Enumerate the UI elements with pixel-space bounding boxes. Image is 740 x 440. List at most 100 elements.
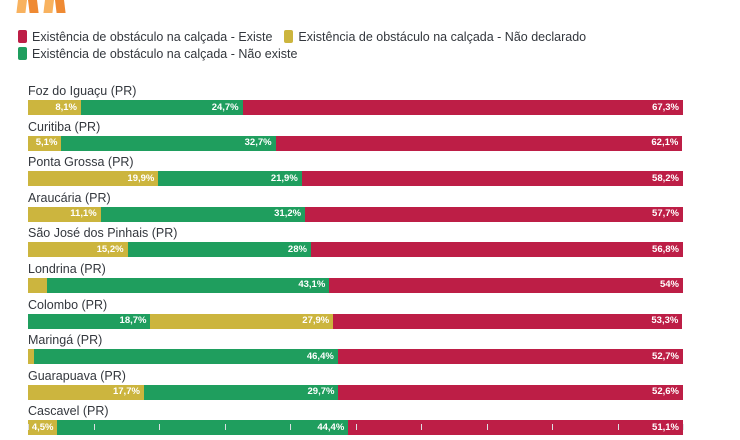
- gridline: [290, 424, 291, 430]
- category-label: Foz do Iguaçu (PR): [28, 84, 137, 98]
- top-cutoff-strip: [0, 0, 740, 22]
- category-label: Guarapuava (PR): [28, 368, 126, 383]
- bookmark-icon: [43, 0, 56, 13]
- stacked-bar-track: 11,1% 31,2% 57,7%: [28, 206, 683, 222]
- bar-segment-nao_existe[interactable]: 29,7%: [143, 384, 339, 400]
- bookmark-icon: [53, 0, 66, 13]
- stacked-bar-track: 43,1% 54%: [28, 277, 683, 293]
- legend-item-nao_existe[interactable]: Existência de obstáculo na calçada - Não…: [18, 47, 297, 61]
- bar-segment-nao_declarado[interactable]: 19,9%: [28, 171, 159, 187]
- bar-segment-value: 28%: [287, 243, 307, 255]
- stacked-bar-track: 19,9% 21,9% 58,2%: [28, 171, 683, 187]
- bar-segment-nao_declarado[interactable]: [28, 349, 34, 365]
- bar-segment-value: 32,7%: [244, 137, 272, 149]
- gridline: [224, 424, 226, 430]
- legend-item-label: Existência de obstáculo na calçada - Não…: [298, 29, 587, 44]
- bar-segment-value: 15,2%: [96, 243, 124, 255]
- gridline: [617, 424, 619, 430]
- chart-row: Cascavel (PR) 4,5% 44,4% 51,1%: [0, 404, 740, 440]
- stacked-bar-chart: Foz do Iguaçu (PR) 8,1% 24,7% 67,3% Curitiba…: [0, 84, 740, 440]
- bar-segment-nao_existe[interactable]: 21,9%: [158, 171, 302, 187]
- bar-segment-value: 54%: [659, 279, 679, 291]
- gridline: [486, 424, 488, 430]
- bar-segment-existe[interactable]: 54%: [329, 277, 683, 293]
- bar-segment-nao_existe[interactable]: 46,4%: [33, 349, 338, 365]
- stacked-bar-track: 18,7% 27,9% 53,3%: [28, 313, 683, 329]
- bar-segment-nao_declarado[interactable]: 5,1%: [28, 135, 62, 151]
- legend-item-label: Existência de obstáculo na calçada - Exi…: [32, 29, 273, 44]
- bar-segment-nao_declarado[interactable]: [28, 277, 47, 293]
- bar-segment-existe[interactable]: 58,2%: [301, 171, 683, 187]
- bar-segment-value: 8,1%: [55, 101, 77, 113]
- legend-item-existe[interactable]: Existência de obstáculo na calçada - Exi…: [18, 30, 272, 44]
- gridline: [421, 424, 422, 430]
- bar-segment-existe[interactable]: 62,1%: [275, 135, 683, 151]
- chart-row: Curitiba (PR) 5,1% 32,7% 62,1%: [0, 120, 740, 156]
- bar-segment-nao_existe[interactable]: 24,7%: [81, 100, 243, 115]
- bar-segment-value: 4,5%: [31, 421, 54, 433]
- bar-segment-nao_existe[interactable]: 32,7%: [61, 135, 276, 151]
- legend-line: Existência de obstáculo na calçada - Exi…: [18, 28, 730, 45]
- bar-segment-nao_declarado[interactable]: 8,1%: [28, 100, 81, 115]
- bar-segment-value: 51,1%: [652, 421, 679, 433]
- stacked-bar-track: 17,7% 29,7% 52,6%: [28, 384, 683, 400]
- bar-segment-value: 67,3%: [652, 101, 679, 113]
- category-label: Maringá (PR): [28, 333, 103, 348]
- bar-segment-existe[interactable]: 56,8%: [310, 242, 683, 258]
- bar-segment-value: 44,4%: [317, 421, 345, 433]
- chart-row: Londrina (PR) 43,1% 54%: [0, 262, 740, 298]
- bar-segment-existe[interactable]: 67,3%: [242, 100, 683, 115]
- bar-segment-nao_declarado[interactable]: 11,1%: [28, 206, 101, 222]
- bar-segment-value: 29,7%: [307, 386, 335, 398]
- bar-segment-value: 46,4%: [306, 350, 334, 362]
- chart-row: São José dos Pinhais (PR) 15,2% 28% 56,8%: [0, 226, 740, 262]
- bar-segment-value: 62,1%: [651, 137, 679, 149]
- chart-row: Colombo (PR) 18,7% 27,9% 53,3%: [0, 298, 740, 334]
- bar-segment-value: 18,7%: [119, 315, 147, 327]
- stacked-bar-track: 5,1% 32,7% 62,1%: [28, 135, 683, 151]
- stacked-bar-track: 46,4% 52,7%: [28, 349, 683, 365]
- legend-swatch-icon: [18, 47, 27, 60]
- bar-segment-existe[interactable]: 53,3%: [333, 313, 683, 329]
- category-label: Londrina (PR): [28, 261, 106, 276]
- legend-item-nao_declarado[interactable]: Existência de obstáculo na calçada - Não…: [284, 30, 586, 44]
- bar-segment-existe[interactable]: 52,7%: [337, 349, 683, 365]
- chart-row: Foz do Iguaçu (PR) 8,1% 24,7% 67,3%: [0, 84, 740, 120]
- bar-segment-nao_declarado[interactable]: 17,7%: [28, 384, 144, 400]
- bar-segment-nao_declarado[interactable]: 15,2%: [28, 242, 128, 258]
- bar-segment-value: 31,2%: [274, 208, 302, 220]
- bar-segment-existe[interactable]: 52,6%: [338, 384, 683, 400]
- gridline: [355, 424, 357, 430]
- category-label: Cascavel (PR): [28, 404, 109, 419]
- bar-segment-value: 58,2%: [652, 172, 679, 184]
- stacked-bar-track: 8,1% 24,7% 67,3%: [28, 100, 683, 115]
- stacked-bar-track: 15,2% 28% 56,8%: [28, 242, 683, 258]
- chart-row: Ponta Grossa (PR) 19,9% 21,9% 58,2%: [0, 155, 740, 191]
- bar-segment-nao_existe[interactable]: 31,2%: [100, 206, 306, 222]
- gridline: [159, 424, 160, 430]
- bar-segment-value: 5,1%: [35, 137, 58, 149]
- chart-row: Araucária (PR) 11,1% 31,2% 57,7%: [0, 191, 740, 227]
- bar-segment-nao_existe[interactable]: 18,7%: [28, 313, 151, 329]
- chart-row: Guarapuava (PR) 17,7% 29,7% 52,6%: [0, 369, 740, 405]
- bar-segment-value: 56,8%: [652, 243, 679, 255]
- legend-item-label: Existência de obstáculo na calçada - Não…: [32, 46, 298, 61]
- bar-segment-value: 53,3%: [651, 315, 679, 327]
- category-label: Araucária (PR): [28, 190, 111, 205]
- bar-segment-nao_existe[interactable]: 43,1%: [46, 277, 330, 293]
- bar-segment-value: 57,7%: [652, 208, 679, 220]
- category-label: Colombo (PR): [28, 297, 108, 312]
- bar-segment-existe[interactable]: 57,7%: [305, 206, 683, 222]
- gridline: [28, 424, 29, 430]
- bar-segment-nao_existe[interactable]: 28%: [127, 242, 311, 258]
- bar-segment-value: 17,7%: [112, 386, 140, 398]
- chart-legend: Existência de obstáculo na calçada - Exi…: [18, 28, 730, 62]
- bar-segment-nao_declarado[interactable]: 27,9%: [150, 313, 334, 329]
- bar-segment-value: 27,9%: [302, 315, 330, 327]
- bar-segment-value: 11,1%: [70, 208, 97, 220]
- bookmark-icon: [16, 0, 29, 13]
- category-label: Ponta Grossa (PR): [28, 155, 134, 170]
- bar-segment-value: 19,9%: [127, 172, 155, 184]
- legend-swatch-icon: [284, 30, 294, 43]
- legend-swatch-icon: [18, 30, 27, 43]
